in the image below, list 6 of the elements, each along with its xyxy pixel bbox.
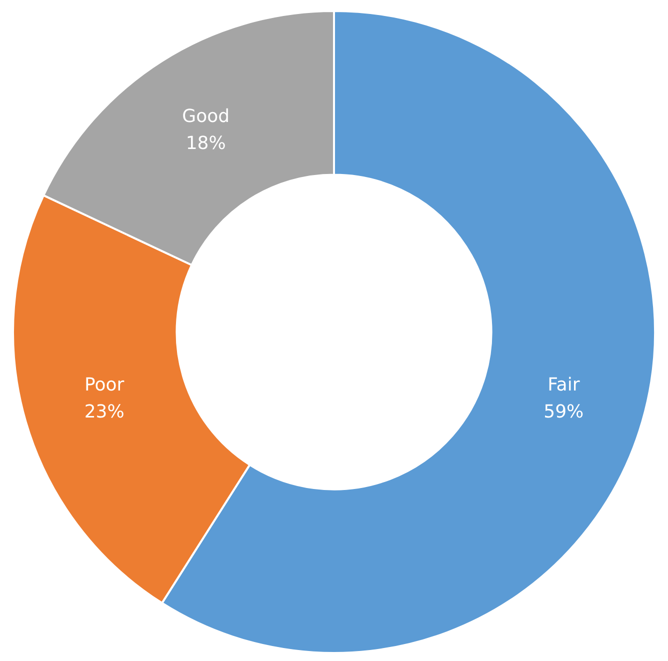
data-label: 23% [84,401,124,422]
data-label: 59% [544,401,584,422]
data-label: 18% [186,132,226,154]
slice-label: Poor [84,374,125,396]
slice-label: Fair [548,374,580,396]
slice-label: Good [182,106,230,127]
